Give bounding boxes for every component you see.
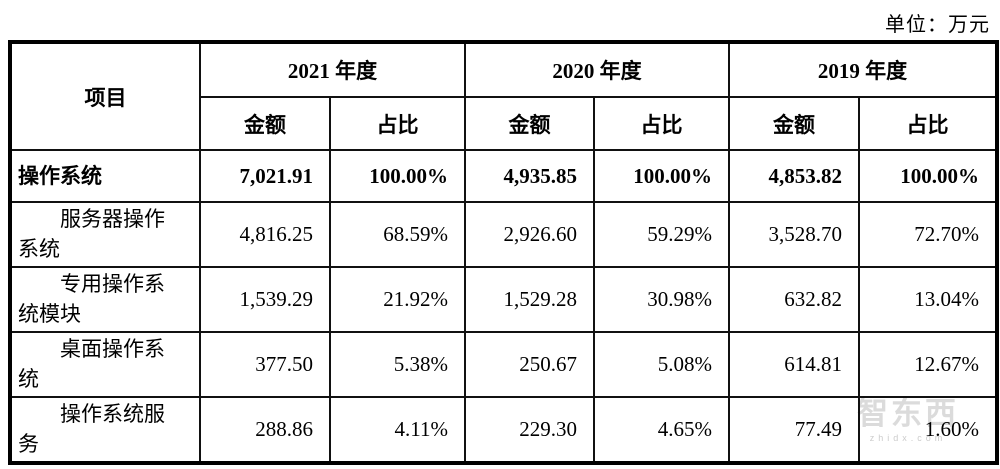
item-cell: 桌面操作系统 — [9, 330, 201, 398]
amount-cell: 7,021.91 — [199, 149, 331, 203]
amount-header-2021: 金额 — [199, 96, 331, 151]
table-row: 专用操作系统模块 1,539.29 21.92% 1,529.28 30.98% 632.… — [9, 265, 998, 333]
amount-cell: 4,935.85 — [464, 149, 595, 203]
amount-cell: 77.49 — [728, 395, 860, 464]
ratio-cell: 1.60% — [858, 395, 998, 464]
item-cell: 操作系统 — [9, 149, 201, 203]
amount-cell: 250.67 — [464, 330, 595, 398]
subheader-row: 金额 占比 金额 占比 金额 占比 — [10, 96, 998, 151]
ratio-cell: 72.70% — [858, 201, 998, 268]
ratio-cell: 30.98% — [593, 265, 730, 333]
amount-cell: 2,926.60 — [464, 201, 595, 268]
table-row: 操作系统服务 288.86 4.11% 229.30 4.65% 77.49 1.60% — [9, 395, 998, 464]
amount-header-2020: 金额 — [464, 96, 595, 151]
year-header-2019: 2019 年度 — [728, 41, 998, 98]
ratio-header-2019: 占比 — [858, 96, 998, 151]
unit-label: 单位：万元 — [885, 14, 990, 36]
item-cell: 专用操作系统模块 — [9, 265, 201, 333]
year-header-row: 项目 2021 年度 2020 年度 2019 年度 — [9, 41, 998, 151]
ratio-cell: 4.11% — [329, 395, 466, 464]
year-header-2021: 2021 年度 — [199, 41, 466, 98]
ratio-cell: 68.59% — [329, 201, 466, 268]
amount-cell: 3,528.70 — [728, 201, 860, 268]
ratio-header-2021: 占比 — [329, 96, 466, 151]
amount-cell: 1,539.29 — [199, 265, 331, 333]
table-row: 服务器操作系统 4,816.25 68.59% 2,926.60 59.29% 3,528… — [9, 201, 998, 268]
financial-table: 项目 2021 年度 2020 年度 2019 年度 金额 占比 金额 占比 金… — [8, 40, 999, 465]
ratio-header-2020: 占比 — [593, 96, 730, 151]
item-cell: 操作系统服务 — [9, 395, 201, 464]
item-cell: 服务器操作系统 — [9, 201, 201, 268]
amount-cell: 4,853.82 — [728, 149, 860, 203]
amount-cell: 229.30 — [464, 395, 595, 464]
table-header: 项目 2021 年度 2020 年度 2019 年度 金额 占比 金额 占比 金… — [9, 41, 998, 151]
ratio-cell: 12.67% — [858, 330, 998, 398]
item-column-header: 项目 — [9, 41, 201, 151]
ratio-cell: 5.38% — [329, 330, 466, 398]
table-row: 桌面操作系统 377.50 5.38% 250.67 5.08% 614.81 12.67% — [9, 330, 998, 398]
amount-header-2019: 金额 — [728, 96, 860, 151]
amount-cell: 377.50 — [199, 330, 331, 398]
amount-cell: 614.81 — [728, 330, 860, 398]
ratio-cell: 13.04% — [858, 265, 998, 333]
amount-cell: 1,529.28 — [464, 265, 595, 333]
ratio-cell: 21.92% — [329, 265, 466, 333]
ratio-cell: 100.00% — [329, 149, 466, 203]
amount-cell: 288.86 — [199, 395, 331, 464]
table-row: 操作系统 7,021.91 100.00% 4,935.85 100.00% 4,853.… — [9, 149, 998, 203]
table-body: 操作系统 7,021.91 100.00% 4,935.85 100.00% 4,853.… — [9, 149, 998, 464]
amount-cell: 632.82 — [728, 265, 860, 333]
ratio-cell: 100.00% — [593, 149, 730, 203]
ratio-cell: 100.00% — [858, 149, 998, 203]
ratio-cell: 59.29% — [593, 201, 730, 268]
ratio-cell: 4.65% — [593, 395, 730, 464]
amount-cell: 4,816.25 — [199, 201, 331, 268]
year-header-2020: 2020 年度 — [464, 41, 730, 98]
ratio-cell: 5.08% — [593, 330, 730, 398]
